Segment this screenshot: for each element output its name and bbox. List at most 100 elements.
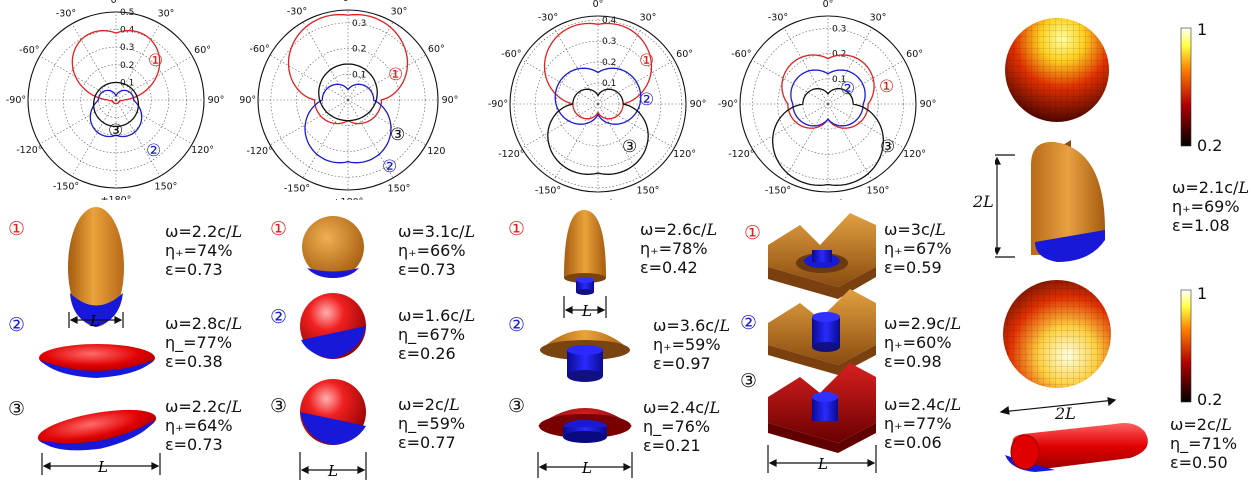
polar-angle-label: 120 — [427, 146, 445, 157]
epsilon-label: ε=0.97 — [653, 354, 711, 373]
polar-grid-ray — [597, 103, 675, 149]
epsilon-label: ε=0.73 — [165, 260, 223, 279]
polar-angle-label: -90° — [718, 99, 738, 110]
polar-angle-label: -150° — [535, 186, 561, 197]
polar-angle-label: -90° — [6, 95, 26, 106]
curve-2 — [89, 89, 143, 138]
polar-angle-label: 90° — [442, 95, 459, 106]
marker-3-1: ① — [508, 218, 526, 240]
polar-grid-ray — [827, 103, 905, 149]
omega-label: ω=2c/L — [398, 395, 460, 414]
marker-3-3: ③ — [508, 395, 526, 417]
omega-label: ω=2.4c/L — [884, 395, 962, 414]
polar-angle-label: 60° — [428, 44, 445, 55]
curve-marker: ① — [388, 65, 403, 85]
curve-3 — [318, 63, 378, 122]
polar-plot-4: 0° 30° 60° 90° 120° 150° ±180° -150° -120° -90° -6… — [718, 0, 937, 200]
dim-arrow-2L — [995, 154, 1015, 258]
polar-grid-circle — [513, 19, 683, 189]
params-c3-r3: ω=2.4c/L η_=76% ε=0.21 — [643, 398, 720, 455]
polar-angle-label: -120° — [728, 149, 754, 160]
epsilon-label: ε=0.59 — [884, 258, 942, 277]
polar-grid-circle — [296, 48, 400, 152]
polar-radial-label: 0.5 — [120, 8, 134, 18]
polar-angle-label: 60° — [906, 49, 923, 60]
polar-radial-label: 0.3 — [602, 37, 616, 47]
marker-1: ① — [8, 218, 26, 240]
epsilon-label: ε=0.38 — [165, 352, 223, 371]
polar-grid-ray — [302, 99, 349, 179]
polar-angle-label: 60° — [676, 49, 693, 60]
epsilon-label: ε=0.73 — [165, 435, 223, 454]
dim-label-b: L — [97, 458, 108, 476]
polar-angle-label: 0° — [343, 0, 354, 4]
eta-label: η_=71% — [1170, 434, 1238, 453]
svg-text:L: L — [581, 459, 592, 477]
eta-label: η₊=77% — [884, 414, 952, 433]
epsilon-label: ε=0.73 — [398, 260, 456, 279]
marker-2: ② — [8, 314, 26, 336]
marker-4-1: ① — [744, 222, 762, 244]
curve-1 — [781, 54, 875, 129]
capsule-shape — [1005, 423, 1148, 472]
eta-label: η_=67% — [398, 325, 466, 344]
omega-label: ω=2.4c/L — [643, 398, 721, 417]
polar-angle-label: -150° — [284, 183, 310, 194]
sphere-3-shape — [300, 379, 366, 445]
epsilon-label: ε=0.21 — [643, 436, 701, 455]
omega-label: ω=3c/L — [884, 220, 946, 239]
params-c2-r2: ω=1.6c/L η_=67% ε=0.26 — [398, 306, 475, 363]
polar-grid-ray — [115, 23, 161, 101]
polar-grid-ray — [115, 99, 193, 145]
polar-angle-label: 120° — [191, 145, 214, 156]
polar-radial-label: 0.1 — [832, 75, 846, 85]
dim-label-2L-bottom: 2L — [1055, 404, 1076, 423]
polar-grid-ray — [597, 27, 643, 105]
polar-radial-label: 0.2 — [120, 61, 134, 71]
polar-angle-label: -120° — [247, 146, 273, 157]
svg-text:L: L — [817, 455, 828, 473]
polar-angle-label: -90° — [488, 99, 508, 110]
polar-radial-label: 0.2 — [602, 58, 616, 68]
epsilon-label: ε=0.06 — [884, 433, 942, 452]
shapes-col-4: L — [767, 213, 877, 473]
emission-sphere-2 — [1003, 280, 1111, 388]
polar-angle-label: -30° — [768, 12, 788, 23]
params-c1-r1: ω=2.2c/L η₊=74% ε=0.73 — [165, 222, 242, 279]
dim-arrow-1b — [41, 453, 161, 475]
eta-label: η₊=67% — [884, 239, 952, 258]
curve-2 — [790, 69, 866, 127]
curve-marker: ③ — [880, 137, 895, 157]
half-cylinder-shape — [1031, 140, 1105, 262]
polar-grid-ray — [553, 27, 599, 105]
polar-radial-label: 0.3 — [120, 43, 134, 53]
epsilon-label: ε=0.98 — [884, 352, 942, 371]
curve-2 — [304, 83, 392, 164]
curve-marker: ① — [879, 77, 894, 97]
dim-arrow-2L-b — [999, 397, 1117, 415]
polar-grid-ray — [553, 103, 599, 181]
emission-sphere-1 — [1005, 18, 1109, 122]
curve-marker: ② — [639, 90, 654, 110]
polar-grid-ray — [115, 55, 193, 101]
polar-grid-ray — [597, 103, 643, 181]
marker-2-2: ② — [270, 306, 288, 328]
polar-angle-label: 90° — [920, 99, 937, 110]
marker-2-1: ① — [270, 218, 288, 240]
polar-angle-label: ±180° — [583, 199, 614, 200]
params-c3-r2: ω=3.6c/L η₊=59% ε=0.97 — [653, 316, 730, 373]
eta-label: η₊=74% — [165, 241, 233, 260]
curve-1 — [71, 30, 161, 105]
polar-angle-label: 30° — [640, 12, 657, 23]
eta-label: η₊=78% — [640, 239, 708, 258]
params-c1-r3: ω=2.2c/L η₊=64% ε=0.73 — [165, 397, 242, 454]
omega-label: ω=3.1c/L — [398, 222, 476, 241]
colorbar-2-min: 0.2 — [1197, 390, 1223, 409]
polar-grid-ray — [302, 21, 349, 101]
polar-angle-label: ±180° — [333, 197, 364, 200]
polar-grid-ray — [115, 99, 161, 177]
epsilon-label: ε=0.50 — [1170, 453, 1228, 472]
polar-grid-circle — [752, 28, 904, 180]
mushroom-shape-2 — [538, 408, 632, 443]
curve-3 — [547, 88, 649, 175]
